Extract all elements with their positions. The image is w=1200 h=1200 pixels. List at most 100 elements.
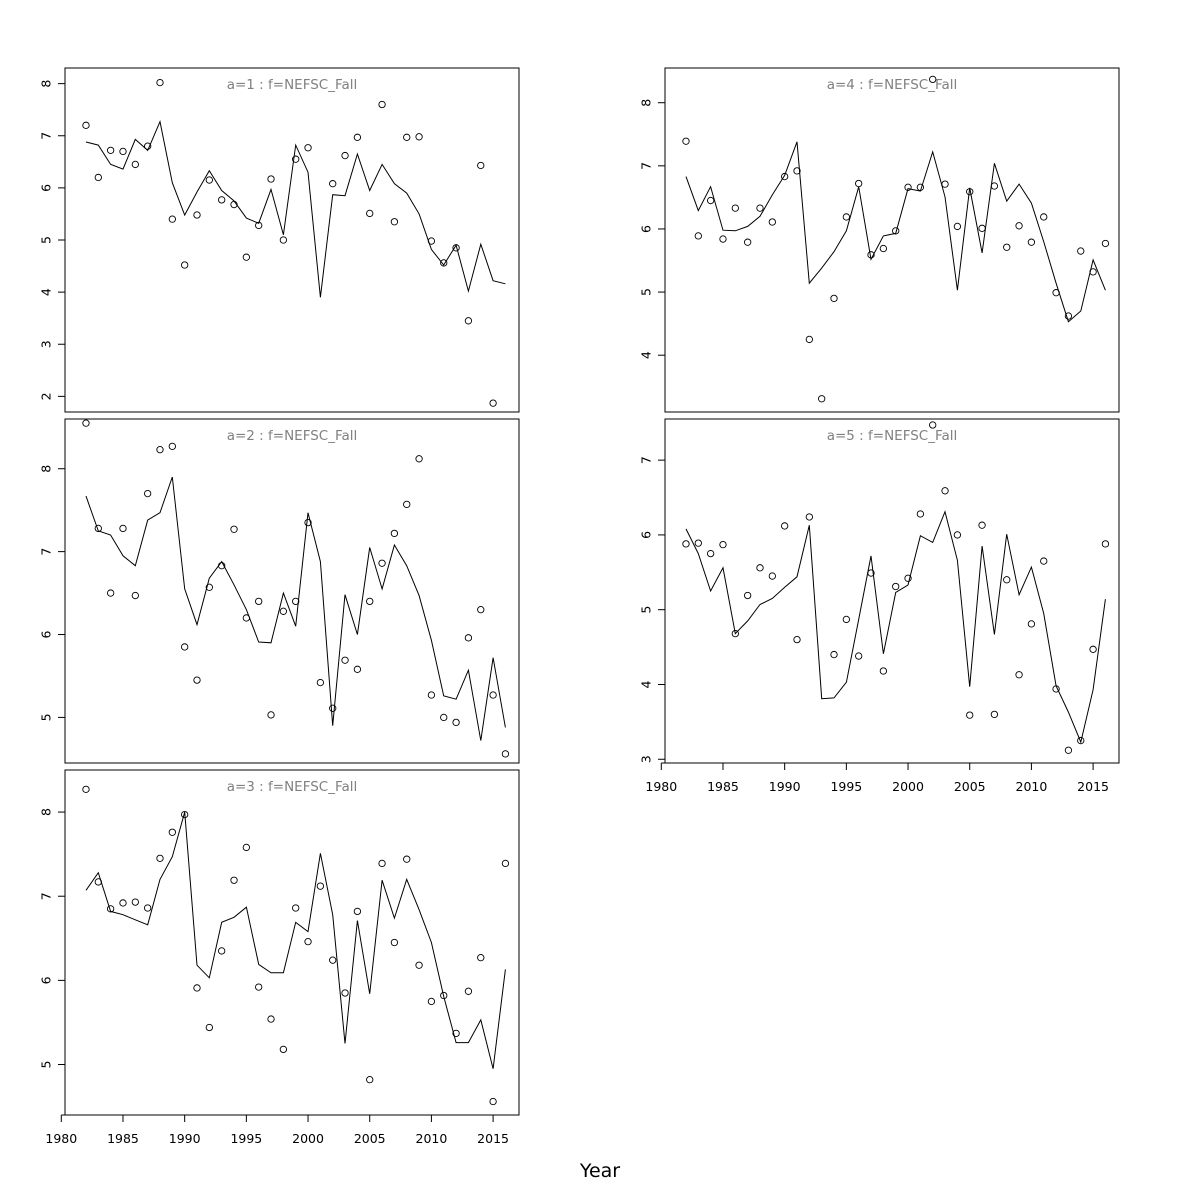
observed-point [316, 882, 325, 890]
observed-point [218, 562, 226, 570]
observed-point [768, 218, 776, 226]
observed-point [292, 155, 300, 163]
observed-point [1064, 746, 1073, 754]
observed-point [353, 907, 362, 916]
observed-point [706, 549, 715, 558]
observed-point [427, 691, 436, 699]
observed-point [916, 510, 925, 518]
observed-point [168, 828, 176, 836]
observed-point [694, 232, 702, 240]
observed-point [144, 904, 152, 912]
observed-point [1015, 671, 1023, 679]
y-tick-label: 4 [639, 351, 654, 359]
y-tick-label: 8 [639, 99, 654, 107]
observed-point [966, 188, 974, 196]
y-tick-label: 4 [39, 288, 54, 296]
plot-frame [664, 418, 1120, 764]
observed-point [781, 172, 789, 181]
y-tick-label: 6 [639, 225, 654, 233]
observed-point [427, 237, 436, 245]
observed-point [440, 713, 448, 722]
panel-1: a=1 : f=NEFSC_Fall 2 3 4 5 6 7 8 [39, 67, 520, 413]
y-tick-label: 4 [639, 680, 654, 688]
observed-point [768, 572, 776, 580]
observed-point [131, 591, 139, 600]
observed-point [119, 899, 127, 907]
observed-point [255, 983, 263, 991]
observed-point [440, 991, 448, 1000]
observed-point [106, 905, 115, 913]
y-tick-label: 3 [639, 755, 654, 763]
x-tick-label: 2005 [954, 779, 986, 794]
observed-point [131, 160, 139, 169]
observed-point [1089, 268, 1097, 276]
observed-point [353, 133, 362, 141]
observed-point [341, 989, 349, 997]
y-tick-label: 6 [39, 630, 54, 638]
observed-point [218, 196, 226, 204]
observed-point [867, 251, 875, 259]
x-tick-label: 2000 [292, 1131, 324, 1146]
observed-point [756, 204, 764, 212]
observed-point [953, 222, 962, 231]
x-tick-label: 1995 [830, 779, 862, 794]
observed-point [731, 629, 739, 638]
observed-point [781, 522, 789, 530]
observed-point [879, 244, 888, 253]
plot-frame [664, 67, 1120, 413]
observed-point [304, 144, 312, 152]
observed-point [489, 1097, 497, 1106]
x-axis-label: Year [579, 1160, 621, 1182]
plot-frame [64, 67, 520, 413]
observed-point [892, 227, 900, 235]
observed-point [242, 614, 251, 622]
observed-point [1040, 213, 1048, 221]
observed-point [1077, 247, 1085, 255]
observed-point [427, 997, 436, 1006]
observed-point [329, 956, 337, 964]
observed-point [255, 597, 263, 606]
x-tick-label: 1995 [230, 1131, 262, 1146]
predicted-series-line [685, 510, 1106, 744]
observed-point [731, 204, 739, 212]
observed-point [953, 531, 962, 539]
observed-point [1003, 576, 1011, 584]
observed-point [805, 513, 813, 521]
observed-point [966, 711, 974, 719]
panel-3: a=3 : f=NEFSC_Fall 5 6 7 8 1980 1985 1990 1995 20… [39, 769, 520, 1146]
observed-point [477, 161, 485, 170]
plot-frame [64, 418, 520, 764]
x-tick-label: 2010 [1016, 779, 1048, 794]
observed-point [706, 196, 715, 205]
y-tick-label: 6 [639, 531, 654, 539]
observed-point [978, 521, 986, 529]
x-tick-label: 2005 [354, 1131, 386, 1146]
observed-point [205, 583, 213, 591]
panel-title: a=1 : f=NEFSC_Fall [227, 77, 358, 93]
observed-point [341, 151, 349, 160]
observed-point [1101, 540, 1110, 548]
observed-point [329, 180, 337, 188]
y-tick-label: 2 [39, 392, 54, 400]
observed-point [279, 607, 288, 615]
observed-point [904, 574, 912, 582]
observed-point [119, 524, 127, 533]
observed-point [879, 667, 888, 675]
observed-point [131, 898, 139, 906]
observed-point [452, 718, 460, 727]
x-tick-label: 1985 [107, 1131, 139, 1146]
observed-point [193, 211, 201, 219]
observed-point [378, 559, 386, 567]
panel-title: a=2 : f=NEFSC_Fall [227, 428, 358, 444]
x-tick-label: 2000 [892, 779, 924, 794]
observed-point [892, 582, 900, 591]
predicted-series-line [85, 811, 506, 1069]
x-tick-label: 1980 [645, 779, 677, 794]
predicted-series-line [685, 141, 1106, 323]
observed-point [855, 179, 863, 188]
observed-point [82, 419, 90, 427]
observed-point [403, 133, 411, 141]
observed-point [82, 121, 90, 129]
observed-point [1089, 645, 1097, 653]
